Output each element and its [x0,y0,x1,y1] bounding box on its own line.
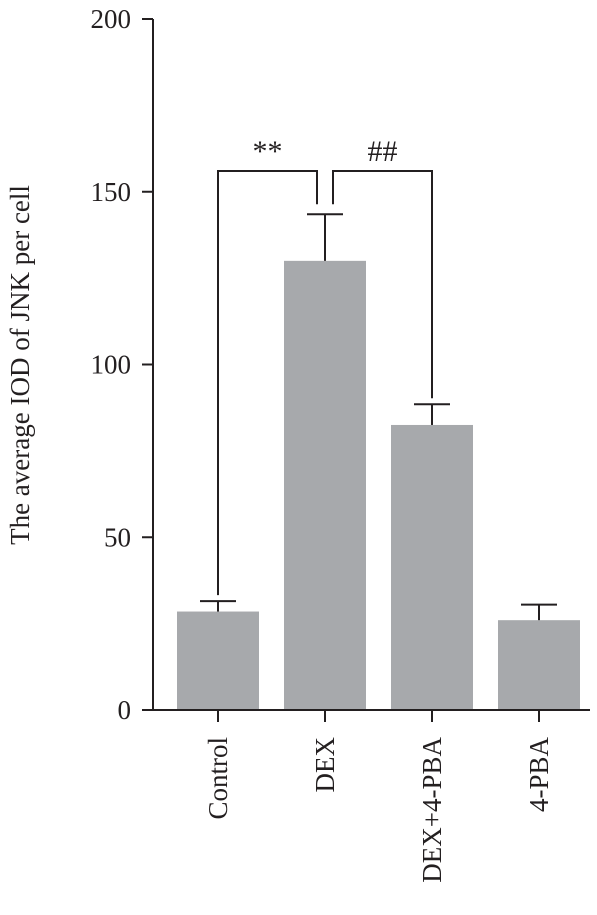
y-tick-label: 100 [91,350,132,380]
y-ticks-group: 0 50 100 150 200 [91,4,153,725]
error-bars-group [200,213,557,621]
bar-4-pba [498,620,580,710]
y-tick-label: 150 [91,177,132,207]
y-axis-title: The average IOD of JNK per cell [5,185,35,545]
significance-bracket [217,170,318,596]
significance-label: ** [253,135,283,168]
significance-bracket [332,170,433,399]
bars-group [177,260,580,710]
y-tick-label: 200 [91,4,132,34]
x-tick-label: DEX [310,737,340,793]
significance-annotations: ** ## [217,135,433,596]
x-tick-label: Control [203,737,233,820]
x-ticks-group: Control DEX DEX+4-PBA 4-PBA [203,710,554,883]
bar-dex-4-pba [391,424,473,710]
bar-control [177,611,259,710]
y-tick-label: 50 [104,522,131,552]
significance-label: ## [368,135,398,168]
x-tick-label: DEX+4-PBA [417,737,447,883]
x-tick-label: 4-PBA [524,736,554,812]
y-tick-label: 0 [118,695,132,725]
bar-dex [284,260,366,710]
